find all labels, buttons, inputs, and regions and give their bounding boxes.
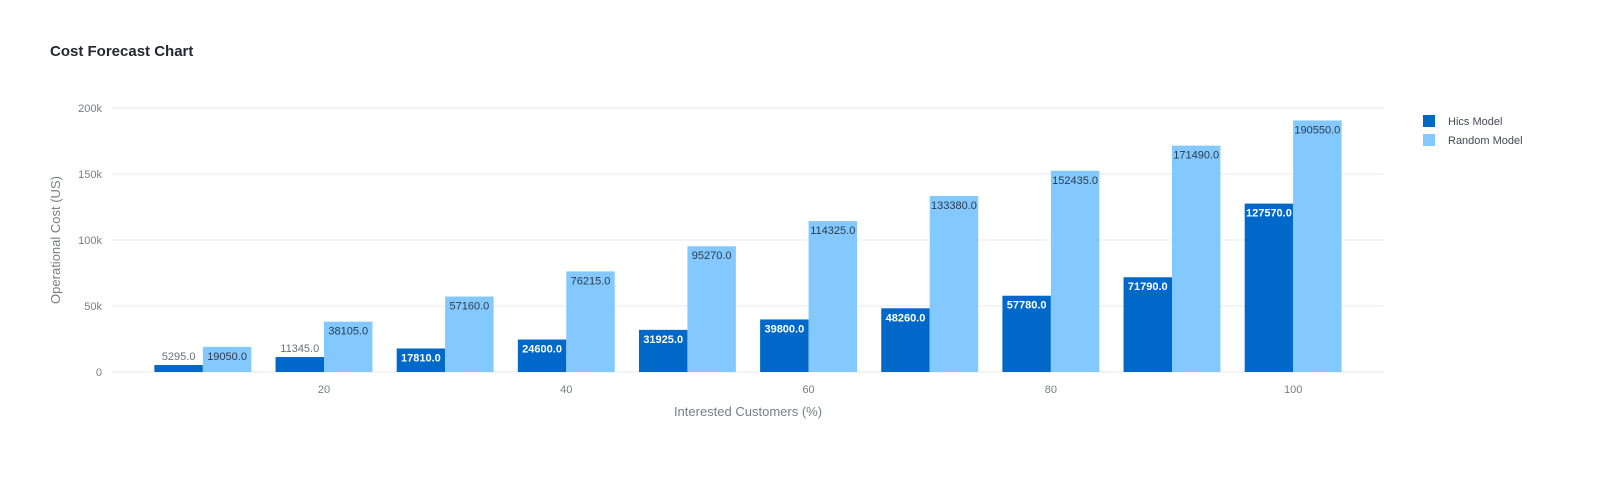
random-model-bar[interactable] [1050,170,1100,372]
random-model-bar[interactable] [687,246,736,372]
y-axis-ticks: 0 50k 100k 150k 200k [78,103,102,379]
bars [154,120,1342,372]
bar-value-label: 31925.0 [643,334,683,346]
bar-value-label: 17810.0 [401,352,441,364]
hics-model-bar[interactable] [396,348,446,372]
random-model-bar[interactable] [202,346,252,372]
hics-model-bar[interactable] [154,365,203,372]
random-model-bar[interactable] [1172,145,1221,372]
data-labels: 5295.0 11345.0 17810.0 24600.0 31925.0 39800.… [162,124,1341,364]
bar-value-label: 76215.0 [571,275,611,287]
bar-value-label: 57160.0 [449,301,489,313]
bar-value-label: 152435.0 [1052,175,1098,187]
hics-model-bar[interactable] [881,308,930,372]
random-model-bar[interactable] [929,195,979,372]
bar-value-label: 19050.0 [207,351,247,363]
bar-value-label: 24600.0 [522,344,562,356]
random-model-bar[interactable] [445,296,494,372]
hics-model-bar[interactable] [1002,295,1051,372]
bar-value-label: 57780.0 [1007,300,1047,312]
x-tick-label: 20 [318,384,330,396]
x-tick-label: 60 [802,384,814,396]
x-axis-title: Interested Customers (%) [674,404,822,419]
random-model-legend-label[interactable]: Random Model [1448,135,1523,147]
hics-model-bar[interactable] [760,319,809,372]
bar-value-label: 38105.0 [328,326,368,338]
y-axis-title: Operational Cost (US) [48,176,63,304]
hics-model-bar[interactable] [275,357,324,372]
bar-value-label: 95270.0 [692,250,732,262]
x-axis-ticks: 20 40 60 80 100 [318,384,1302,396]
hics-model-legend-label[interactable]: Hics Model [1448,116,1502,128]
random-model-bar[interactable] [566,271,615,372]
x-tick-label: 40 [560,384,572,396]
random-model-bar[interactable] [1293,120,1342,372]
hics-model-bar[interactable] [517,339,567,372]
x-tick-label: 80 [1045,384,1057,396]
random-model-bar[interactable] [324,321,373,372]
bar-value-label: 39800.0 [764,323,804,335]
legend[interactable]: Hics Model Random Model [1423,115,1523,147]
y-tick-label: 50k [84,301,102,313]
bar-value-label: 5295.0 [162,351,196,363]
bar-value-label: 71790.0 [1128,281,1168,293]
bar-value-label: 114325.0 [810,225,855,237]
hics-model-bar[interactable] [638,329,688,372]
bar-value-label: 11345.0 [280,343,319,355]
random-model-legend-swatch[interactable] [1423,134,1435,146]
chart-title: Cost Forecast Chart [50,43,194,60]
bar-value-label: 48260.0 [886,312,926,324]
y-tick-label: 150k [78,169,102,181]
bar-value-label: 133380.0 [931,200,977,212]
bar-value-label: 190550.0 [1294,124,1340,136]
hics-model-bar[interactable] [1123,277,1172,372]
hics-model-legend-swatch[interactable] [1423,115,1435,127]
bar-value-label: 171490.0 [1173,150,1219,162]
hics-model-bar[interactable] [1244,203,1294,372]
bar-value-label: 127570.0 [1246,208,1292,220]
y-tick-label: 0 [96,367,102,379]
x-tick-label: 100 [1284,384,1302,396]
random-model-bar[interactable] [808,221,858,372]
y-tick-label: 200k [78,103,102,115]
y-tick-label: 100k [78,235,102,247]
